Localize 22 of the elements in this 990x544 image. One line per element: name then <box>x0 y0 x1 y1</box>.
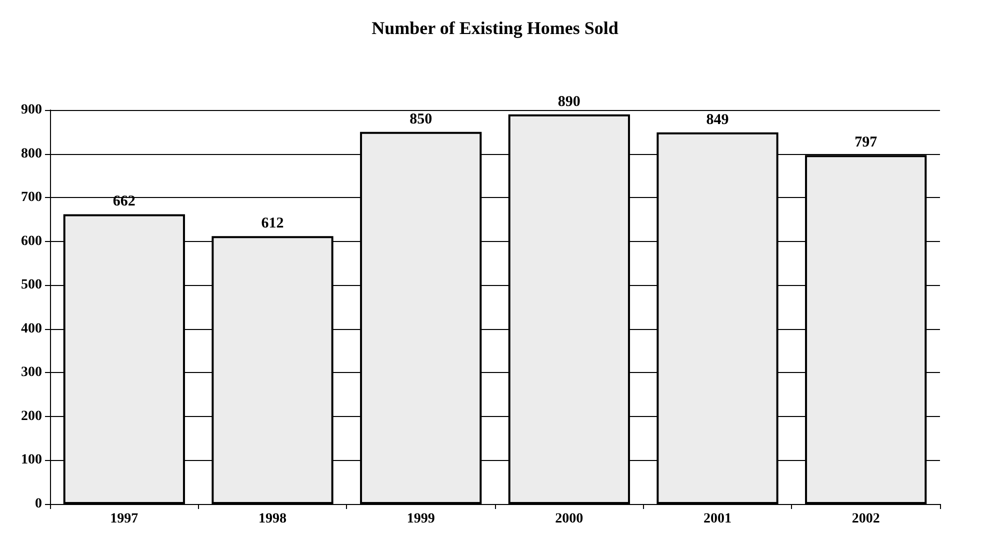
y-tick-label: 0 <box>35 496 42 512</box>
x-tick-label: 2002 <box>852 512 880 526</box>
x-tick-label: 1999 <box>406 512 435 526</box>
data-label: 612 <box>261 216 284 232</box>
x-tick-label: 1998 <box>258 512 286 526</box>
y-tick-label: 800 <box>21 146 42 162</box>
y-tick-label: 700 <box>21 190 42 206</box>
data-label: 849 <box>706 112 729 128</box>
chart-title: Number of Existing Homes Sold <box>372 18 618 38</box>
y-tick-label: 400 <box>21 321 42 336</box>
y-tick-label: 100 <box>21 452 42 468</box>
x-tick-label: 2000 <box>555 512 584 526</box>
x-tick-label: 1997 <box>110 512 138 526</box>
x-tick-label: 2001 <box>704 512 732 526</box>
y-tick-label: 300 <box>21 365 42 380</box>
data-label: 797 <box>854 134 878 151</box>
y-tick-label: 900 <box>21 102 42 118</box>
y-tick-label: 200 <box>21 408 42 424</box>
data-label: 890 <box>558 94 580 110</box>
y-tick-label: 600 <box>21 234 42 249</box>
y-tick-label: 500 <box>21 278 42 293</box>
data-label: 850 <box>410 111 432 128</box>
